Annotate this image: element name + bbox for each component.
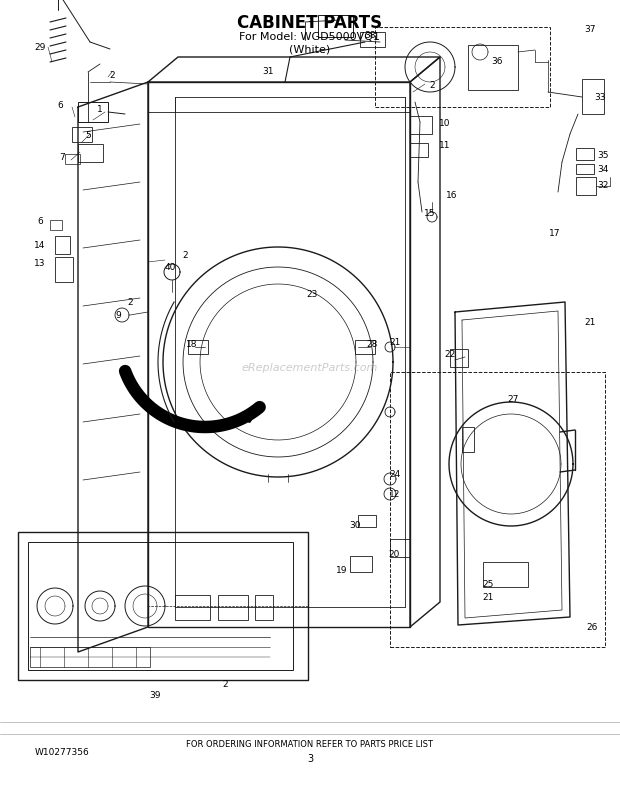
Text: 24: 24 xyxy=(389,470,401,479)
Text: 6: 6 xyxy=(57,100,63,109)
Bar xyxy=(28,542,293,670)
Text: 33: 33 xyxy=(594,92,606,101)
Text: 1: 1 xyxy=(97,105,103,115)
Text: 29: 29 xyxy=(34,43,46,52)
Text: 3: 3 xyxy=(307,753,313,763)
Bar xyxy=(318,16,353,38)
Bar xyxy=(350,557,372,573)
Text: 22: 22 xyxy=(445,350,456,359)
Text: 20: 20 xyxy=(388,550,400,559)
Bar xyxy=(576,149,594,160)
Bar xyxy=(55,257,73,282)
Text: (White): (White) xyxy=(290,44,330,54)
Bar xyxy=(360,33,385,48)
Text: FOR ORDERING INFORMATION REFER TO PARTS PRICE LIST: FOR ORDERING INFORMATION REFER TO PARTS … xyxy=(187,739,433,748)
Bar xyxy=(410,117,432,135)
Text: W10277356: W10277356 xyxy=(35,747,90,756)
Text: 18: 18 xyxy=(186,340,198,349)
Bar xyxy=(355,341,375,354)
Bar xyxy=(30,647,150,667)
Text: 21: 21 xyxy=(584,318,596,327)
Text: 38: 38 xyxy=(364,30,376,39)
Text: 39: 39 xyxy=(149,691,161,699)
Text: 23: 23 xyxy=(306,290,317,299)
Text: 19: 19 xyxy=(336,565,348,575)
Bar xyxy=(462,427,474,452)
Text: 26: 26 xyxy=(587,622,598,632)
Text: CABINET PARTS: CABINET PARTS xyxy=(237,14,383,32)
Text: 2: 2 xyxy=(222,679,228,689)
Text: 25: 25 xyxy=(482,580,494,589)
Text: 3: 3 xyxy=(307,14,313,23)
Text: 16: 16 xyxy=(446,190,458,199)
Text: 32: 32 xyxy=(597,180,609,189)
Text: 7: 7 xyxy=(59,153,65,162)
Text: eReplacementParts.com: eReplacementParts.com xyxy=(242,363,378,373)
Bar xyxy=(582,80,604,115)
Bar xyxy=(255,595,273,620)
Text: 11: 11 xyxy=(439,140,451,149)
Text: 5: 5 xyxy=(85,132,91,140)
Bar xyxy=(188,341,208,354)
Text: 21: 21 xyxy=(482,593,494,602)
Bar xyxy=(78,103,108,123)
Text: 2: 2 xyxy=(127,298,133,307)
Text: 27: 27 xyxy=(507,395,519,404)
Text: 28: 28 xyxy=(366,340,378,349)
Text: 13: 13 xyxy=(34,258,46,267)
Text: 36: 36 xyxy=(491,56,503,66)
Bar xyxy=(175,595,210,620)
Bar xyxy=(450,350,468,367)
Text: 34: 34 xyxy=(597,164,609,173)
Bar xyxy=(18,533,308,680)
Bar xyxy=(410,144,428,158)
Bar xyxy=(72,128,92,143)
Text: 17: 17 xyxy=(549,229,560,237)
Text: 15: 15 xyxy=(424,209,436,217)
Text: 37: 37 xyxy=(584,26,596,34)
Bar xyxy=(78,145,103,163)
Bar xyxy=(390,539,410,557)
Text: 35: 35 xyxy=(597,150,609,160)
Bar xyxy=(576,164,594,175)
Text: 21: 21 xyxy=(389,338,401,347)
Bar xyxy=(375,28,550,107)
Bar xyxy=(55,237,70,255)
Bar xyxy=(468,46,518,91)
Bar xyxy=(390,373,605,647)
Text: 12: 12 xyxy=(389,490,401,499)
Text: 2: 2 xyxy=(429,80,435,89)
Bar xyxy=(65,155,80,164)
Bar xyxy=(358,516,376,528)
Text: 9: 9 xyxy=(115,311,121,320)
Text: 2: 2 xyxy=(109,71,115,79)
Bar xyxy=(483,562,528,587)
Text: 31: 31 xyxy=(262,67,274,76)
Bar xyxy=(576,178,596,196)
Text: 40: 40 xyxy=(164,263,175,272)
Text: 2: 2 xyxy=(182,250,188,259)
Bar xyxy=(50,221,62,231)
Text: 10: 10 xyxy=(439,119,451,128)
Text: For Model: WGD5000VQ1: For Model: WGD5000VQ1 xyxy=(239,32,381,42)
Text: 14: 14 xyxy=(34,241,46,249)
Text: 6: 6 xyxy=(37,217,43,225)
Text: 30: 30 xyxy=(349,520,361,529)
Bar xyxy=(218,595,248,620)
